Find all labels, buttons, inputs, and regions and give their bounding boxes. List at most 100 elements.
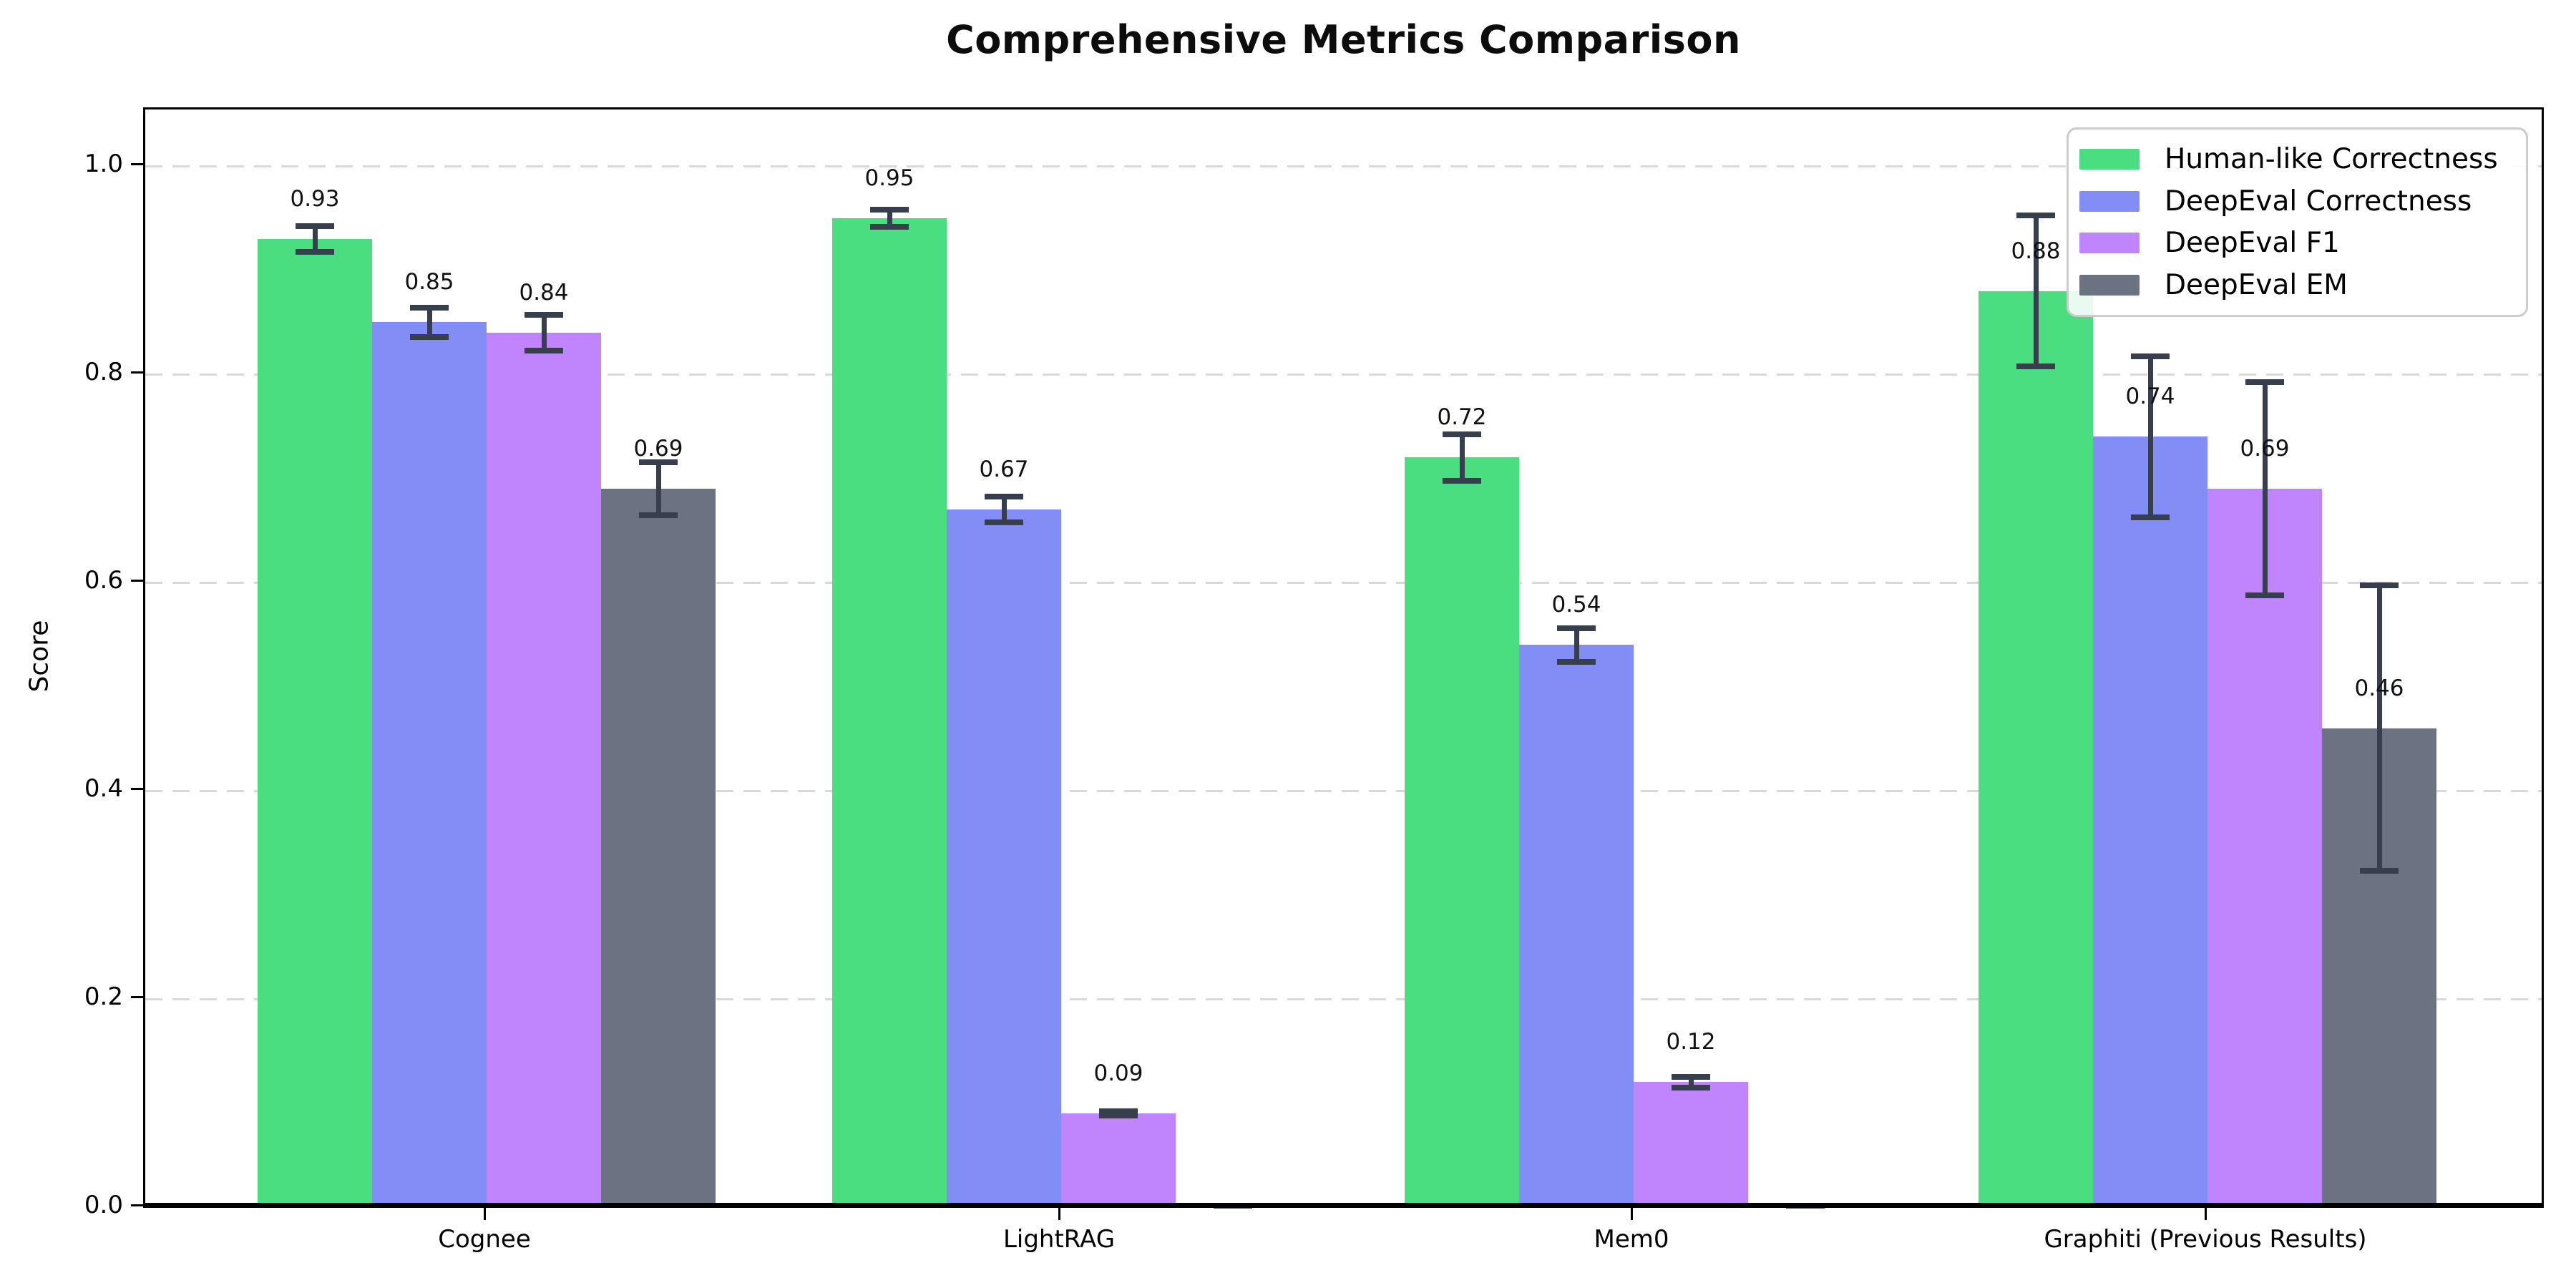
bar <box>1979 291 2093 1207</box>
error-bar <box>870 206 909 230</box>
bar-value-label: 0.46 <box>2354 675 2404 701</box>
error-bar-cap <box>296 223 334 230</box>
legend-item: Human-like Correctness <box>2079 143 2526 175</box>
error-bar-cap <box>1672 1085 1710 1091</box>
x-axis-tick <box>484 1208 486 1220</box>
y-axis-tick-label: 0.6 <box>84 566 123 595</box>
bar-value-label: 0.93 <box>290 185 340 212</box>
y-axis-label: Score <box>24 620 54 693</box>
x-axis-category-label: Graphiti (Previous Results) <box>2044 1225 2367 1254</box>
error-bar-cap <box>2360 582 2399 588</box>
y-axis-tick <box>131 996 143 998</box>
bar <box>947 509 1061 1207</box>
bar <box>1061 1113 1176 1207</box>
error-bar-cap <box>410 333 449 340</box>
error-bar-cap <box>2245 379 2284 386</box>
error-bar-cap <box>525 347 563 353</box>
y-axis-tick-label: 0.8 <box>84 358 123 386</box>
error-bar-cap <box>2131 514 2170 520</box>
error-bar-cap <box>2016 363 2055 369</box>
bar-value-label: 0.85 <box>404 269 454 296</box>
y-axis-tick-label: 0.4 <box>84 774 123 803</box>
error-bar-stem <box>2262 379 2268 598</box>
legend-swatch <box>2079 233 2140 254</box>
bar <box>487 332 601 1207</box>
legend-swatch <box>2079 149 2140 170</box>
error-bar-cap <box>2016 213 2055 219</box>
error-bar-cap <box>870 206 909 213</box>
x-axis-tick <box>2205 1208 2207 1220</box>
legend-item: DeepEval EM <box>2079 269 2526 301</box>
bar-value-label: 0.88 <box>2011 238 2061 264</box>
error-bar-cap <box>2360 868 2399 874</box>
y-axis-tick <box>131 580 143 582</box>
bar-value-label: 0.09 <box>1093 1060 1143 1087</box>
y-axis-tick-label: 0.0 <box>84 1191 123 1219</box>
error-bar-cap <box>1099 1108 1138 1114</box>
error-bar-cap <box>1443 477 1481 484</box>
error-bar <box>2245 379 2284 598</box>
error-bar-cap <box>1099 1113 1138 1119</box>
gridline <box>145 582 2542 584</box>
x-axis-category-label: Cognee <box>438 1225 531 1254</box>
y-axis-tick <box>131 788 143 790</box>
error-bar <box>1672 1073 1710 1091</box>
error-bar-stem <box>1001 494 1007 525</box>
error-bar-stem <box>1459 431 1465 484</box>
y-axis-tick-label: 0.2 <box>84 982 123 1011</box>
error-bar-cap <box>870 223 909 230</box>
error-bar-stem <box>2376 582 2382 874</box>
gridline <box>145 790 2542 792</box>
bar-value-label: 0.12 <box>1666 1029 1716 1055</box>
error-bar-cap <box>985 494 1023 500</box>
error-bar <box>639 459 678 518</box>
error-bar <box>2360 582 2399 874</box>
bar <box>1519 645 1634 1207</box>
error-bar-stem <box>887 206 892 230</box>
error-bar-stem <box>2033 213 2039 369</box>
legend-swatch <box>2079 190 2140 212</box>
y-axis-tick <box>131 1204 143 1206</box>
x-axis-line <box>143 1203 2544 1208</box>
error-bar-stem <box>426 304 432 340</box>
bar <box>832 218 947 1207</box>
x-axis-category-label: LightRAG <box>1002 1225 1116 1254</box>
legend: Human-like Correctness DeepEval Correctne… <box>2067 127 2528 317</box>
error-bar-cap <box>639 512 678 518</box>
error-bar-stem <box>1688 1073 1694 1091</box>
error-bar <box>296 223 334 255</box>
error-bar <box>525 311 563 353</box>
gridline <box>145 165 2542 167</box>
error-bar <box>410 304 449 340</box>
bar <box>1405 457 1519 1207</box>
bar <box>372 322 487 1207</box>
bar-value-label: 0.67 <box>979 457 1029 483</box>
error-bar-stem <box>1574 625 1579 665</box>
bar-value-label: 0.69 <box>2240 436 2290 462</box>
bar-value-label: 0.54 <box>1551 592 1601 618</box>
error-bar-cap <box>639 459 678 466</box>
bar-value-label: 0.69 <box>633 436 683 462</box>
y-axis-tick <box>131 371 143 374</box>
x-axis-tick <box>1631 1208 1633 1220</box>
bar-value-label: 0.84 <box>519 279 569 306</box>
error-bar-stem <box>312 223 318 255</box>
bar <box>2093 436 2207 1207</box>
error-bar <box>1557 625 1596 665</box>
error-bar-stem <box>655 459 661 518</box>
x-axis-category-label: Mem0 <box>1594 1225 1669 1254</box>
error-bar-stem <box>2147 353 2153 520</box>
error-bar-cap <box>985 519 1023 525</box>
gridline <box>145 998 2542 1000</box>
error-bar <box>1099 1108 1138 1119</box>
y-axis-tick-label: 1.0 <box>84 150 123 178</box>
error-bar-stem <box>541 311 547 353</box>
error-bar <box>1443 431 1481 484</box>
error-bar-cap <box>410 304 449 311</box>
bar <box>2207 489 2322 1207</box>
bar-value-label: 0.95 <box>864 165 914 191</box>
legend-label: DeepEval Correctness <box>2165 185 2472 218</box>
bar-value-label: 0.74 <box>2125 384 2175 410</box>
error-bar-cap <box>1557 658 1596 665</box>
